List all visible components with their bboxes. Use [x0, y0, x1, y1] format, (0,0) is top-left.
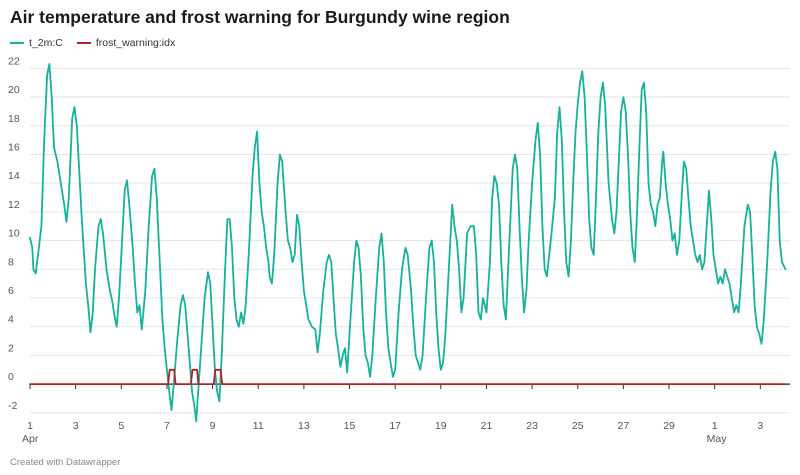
x-tick-label: 3 — [757, 420, 763, 432]
y-tick-label: 8 — [8, 256, 14, 268]
x-tick-label: 3 — [73, 420, 79, 432]
y-tick-label: 18 — [8, 113, 20, 125]
x-tick-label: 7 — [164, 420, 170, 432]
x-tick-label: 13 — [298, 420, 310, 432]
chart-title: Air temperature and frost warning for Bu… — [10, 7, 510, 27]
legend-swatch-frost — [76, 42, 91, 44]
y-tick-label: 14 — [8, 170, 20, 182]
legend: t_2m:C frost_warning:idx — [10, 37, 189, 49]
y-tick-label: 22 — [8, 55, 20, 67]
y-tick-label: 16 — [8, 141, 20, 153]
y-tick-label: 6 — [8, 285, 14, 297]
footer-credit: Created with Datawrapper — [10, 457, 121, 468]
x-tick-label: 5 — [118, 420, 124, 432]
x-tick-sublabel: Apr — [22, 433, 39, 445]
y-tick-label: 10 — [8, 228, 20, 240]
x-tick-label: 1 — [27, 420, 33, 432]
y-tick-label: 20 — [8, 84, 20, 96]
x-tick-label: 19 — [435, 420, 447, 432]
y-tick-label: 0 — [8, 371, 14, 383]
legend-swatch-temperature — [10, 42, 24, 44]
legend-label-frost: frost_warning:idx — [95, 37, 176, 49]
y-tick-label: 2 — [8, 342, 14, 354]
y-tick-label: 4 — [8, 314, 14, 326]
y-tick-label: 12 — [8, 199, 20, 211]
x-tick-label: 27 — [618, 420, 630, 432]
x-tick-label: 17 — [389, 420, 401, 432]
legend-item-temperature: t_2m:C — [10, 37, 63, 49]
x-tick-label: 29 — [663, 420, 675, 432]
legend-item-frost: frost_warning:idx — [76, 37, 176, 49]
y-tick-label: -2 — [8, 400, 17, 412]
legend-label-temperature: t_2m:C — [29, 37, 63, 49]
x-tick-label: 11 — [253, 420, 264, 432]
series-line-frost-warning — [29, 368, 787, 385]
x-tick-label: 21 — [481, 420, 493, 432]
x-tick-label: 15 — [344, 420, 356, 432]
x-tick-sublabel: May — [707, 433, 728, 445]
x-tick-label: 9 — [210, 420, 216, 432]
x-tick-label: 23 — [526, 420, 538, 432]
x-tick-label: 25 — [572, 420, 584, 432]
x-tick-label: 1 — [712, 420, 718, 432]
series-line-temperature — [29, 63, 787, 423]
